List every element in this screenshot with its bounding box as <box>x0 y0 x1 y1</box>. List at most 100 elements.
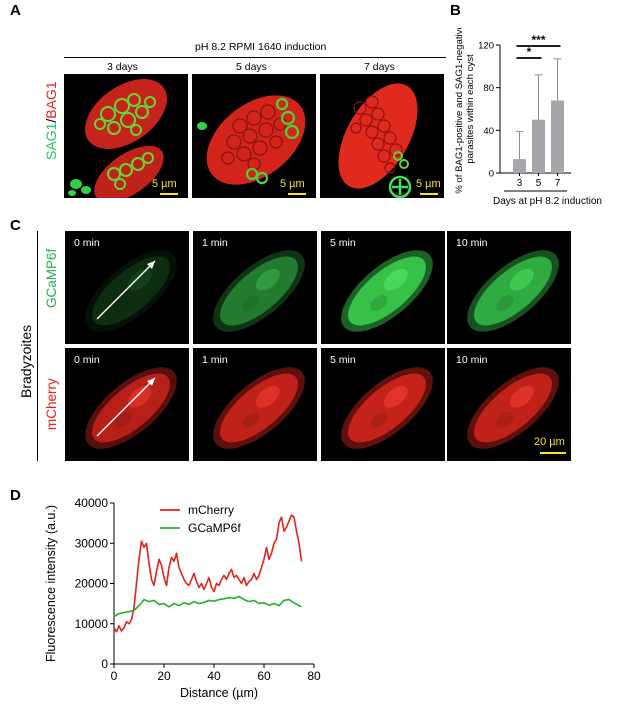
cell-highlight <box>255 268 280 291</box>
d-legend-label: mCherry <box>188 503 234 517</box>
panel-a-letter: A <box>10 2 21 19</box>
tile-a2-label: 5 days <box>236 61 267 73</box>
scale-bar-a1 <box>160 193 178 195</box>
scale-label-a1: 5 µm <box>152 178 177 190</box>
scale-label-a2: 5 µm <box>280 178 305 190</box>
cell-shape <box>85 250 177 332</box>
b-ylabel-line2: parasites within each cyst <box>465 54 476 164</box>
micrograph-mcherry-t0: 0 min <box>65 348 189 461</box>
scale-bar-a2 <box>288 193 306 195</box>
cell-highlight <box>255 385 280 408</box>
b-ytick-label: 120 <box>478 41 494 52</box>
cell-shape <box>341 367 433 449</box>
d-series-mcherry <box>113 514 303 633</box>
cell-shape <box>213 367 305 449</box>
timepoint-label: 0 min <box>74 354 100 366</box>
cell-shape <box>467 250 559 332</box>
panel-b-chart: 0 40 80 120 3 5 7 **** Days at pH 8.2 induction%… <box>454 28 602 207</box>
d-ytick-label: 20000 <box>75 577 109 591</box>
micrograph-5-days: 5 µm <box>192 74 316 198</box>
cell-halo <box>85 250 177 332</box>
timepoint-label: 10 min <box>456 354 488 366</box>
cell-shadow <box>496 295 514 311</box>
timepoint-label: 5 min <box>330 354 356 366</box>
cell-body <box>92 373 170 443</box>
cell-body <box>348 256 426 326</box>
cell-shadow <box>114 412 132 428</box>
timepoint-label: 10 min <box>456 237 488 249</box>
line-profile-arrow <box>96 377 156 437</box>
cell-shadow <box>242 412 260 428</box>
timepoint-label: 0 min <box>74 237 100 249</box>
panel-d-letter: D <box>10 487 21 504</box>
micrograph-gcamp6f-t1: 1 min <box>193 231 317 344</box>
timepoint-label: 1 min <box>202 237 228 249</box>
d-ytick-label: 30000 <box>75 536 109 550</box>
b-xtick-label: 5 <box>536 178 542 189</box>
b-bar-3 <box>513 159 526 173</box>
micrograph-gcamp6f-t3: 10 min <box>447 231 571 344</box>
cell-body <box>220 373 298 443</box>
panel-b-letter: B <box>450 2 461 19</box>
cell-shape <box>341 250 433 332</box>
d-ytick-label: 40000 <box>75 496 109 510</box>
scale-bar-c <box>540 452 566 454</box>
b-sig-label: *** <box>531 33 545 47</box>
bradyzoites-label: Bradyzoites <box>18 324 34 398</box>
b-sig-label: * <box>527 45 532 59</box>
b-xtick-label: 3 <box>517 178 523 189</box>
cell-shape <box>467 367 559 449</box>
d-ytick-label: 10000 <box>75 617 109 631</box>
panel-a-row-label: SAG1/BAG1 <box>43 81 59 160</box>
scale-bar-a3 <box>420 193 438 195</box>
cell-shape <box>213 250 305 332</box>
cell-shadow <box>242 295 260 311</box>
panel-a-header-line <box>64 57 446 58</box>
b-ytick-label: 80 <box>483 83 494 94</box>
micrograph-7-days: 5 µm <box>320 74 444 198</box>
panel-d-chart: 0 10000 20000 30000 40000 0 20 40 60 80 Distance (… <box>44 496 321 700</box>
cell-shadow <box>370 295 388 311</box>
micrograph-gcamp6f-t0: 0 min <box>65 231 189 344</box>
b-xtick-label: 7 <box>555 178 561 189</box>
cell-halo <box>213 250 305 332</box>
d-ytick-label: 0 <box>101 657 108 671</box>
tile-a3-label: 7 days <box>364 61 395 73</box>
d-ylabel: Fluorescence intensity (a.u.) <box>44 505 58 662</box>
panel-c-letter: C <box>10 217 21 234</box>
d-xtick-label: 60 <box>257 669 271 683</box>
cell-highlight <box>509 385 534 408</box>
cell-shape <box>85 367 177 449</box>
micrograph-mcherry-t1: 1 min <box>193 348 317 461</box>
timepoint-label: 1 min <box>202 354 228 366</box>
cell-highlight <box>383 385 408 408</box>
panel-a-header: pH 8.2 RPMI 1640 induction <box>195 41 327 53</box>
d-legend-label: GCaMP6f <box>188 521 241 535</box>
cell-highlight <box>509 268 534 291</box>
cell-highlight <box>127 268 152 291</box>
cell-body <box>220 256 298 326</box>
arrow-head-icon <box>147 261 155 269</box>
mcherry-row-label: mCherry <box>44 378 59 430</box>
tile-a1-label: 3 days <box>107 61 138 73</box>
cell-highlight <box>383 268 408 291</box>
b-ylabel-line1: % of BAG1-positive and SAG1-negative <box>454 28 465 194</box>
cell-shadow <box>370 412 388 428</box>
b-bar-5 <box>532 119 545 173</box>
cell-body <box>348 373 426 443</box>
cell-body <box>474 373 552 443</box>
micrograph-3-days: 5 µm <box>64 74 188 198</box>
micrograph-mcherry-t2: 5 min <box>321 348 445 461</box>
gcamp-row-label: GCaMP6f <box>44 248 59 308</box>
b-bar-7 <box>551 100 564 173</box>
d-xtick-label: 0 <box>111 669 118 683</box>
d-xlabel: Distance (µm) <box>180 686 258 700</box>
b-ytick-label: 40 <box>483 126 494 137</box>
cell-shadow <box>496 412 514 428</box>
scale-label-a3: 5 µm <box>416 178 441 190</box>
line-profile-arrow <box>96 260 156 320</box>
d-xtick-label: 20 <box>157 669 171 683</box>
cell-body <box>474 256 552 326</box>
b-ylabel-group: % of BAG1-positive and SAG1-negative para… <box>454 28 476 194</box>
d-xtick-label: 40 <box>207 669 221 683</box>
